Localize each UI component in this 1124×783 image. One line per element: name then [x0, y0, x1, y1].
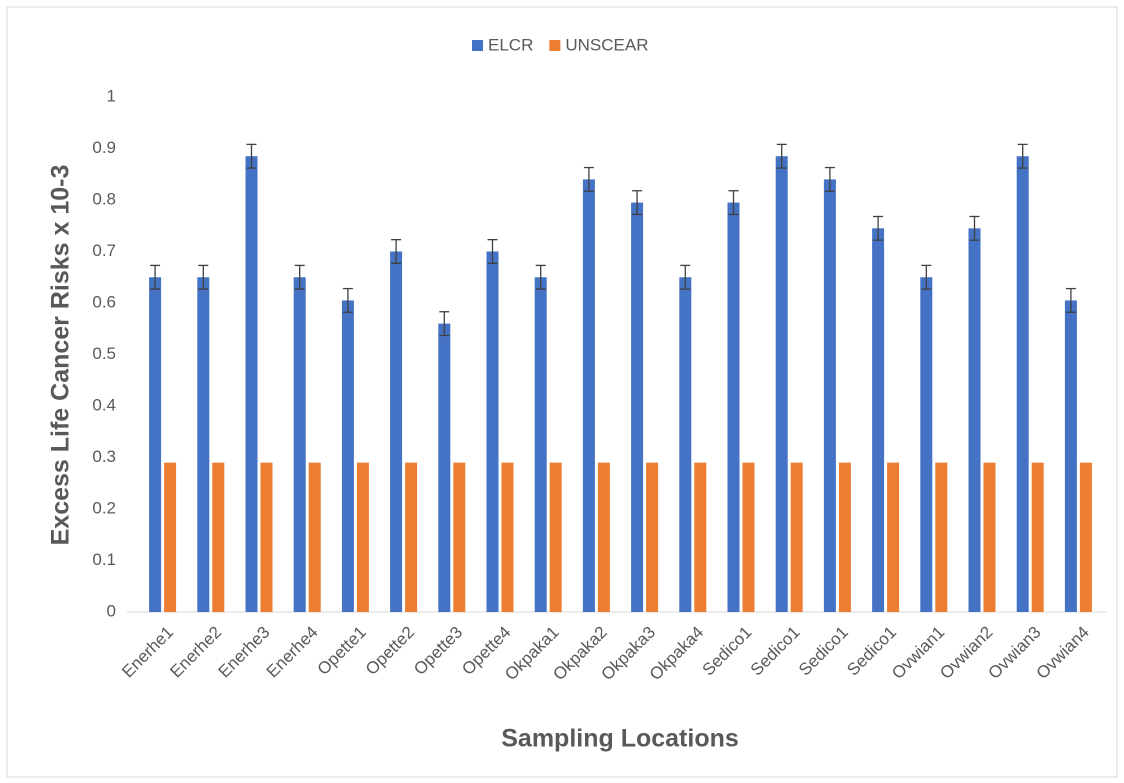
legend-swatch [549, 40, 561, 51]
y-tick-label: 0.7 [92, 241, 116, 260]
bar [501, 462, 514, 612]
y-tick-label: 0.4 [92, 395, 116, 414]
bar [341, 300, 354, 612]
bar [1016, 156, 1029, 612]
bar [534, 277, 547, 612]
bar [149, 277, 162, 612]
error-bar [391, 239, 402, 264]
bar [212, 462, 225, 612]
error-bar [873, 215, 884, 241]
error-bar [198, 264, 209, 290]
bar [646, 462, 659, 612]
y-axis-title: Excess Life Cancer Risks x 10-3 [47, 165, 75, 546]
bar [920, 277, 933, 612]
bar [405, 462, 418, 612]
error-bar [487, 239, 498, 264]
bar [308, 462, 321, 612]
error-bar [439, 311, 450, 337]
error-bar [632, 190, 643, 216]
error-bar [246, 143, 257, 169]
bar [727, 202, 740, 612]
bar [775, 156, 788, 612]
bar [872, 228, 885, 612]
bar [582, 179, 595, 612]
y-tick-label: 0.5 [92, 344, 116, 363]
error-bar [535, 264, 546, 290]
y-tick-label: 0.3 [92, 447, 116, 466]
bar [597, 462, 610, 612]
bar [694, 462, 707, 612]
error-bar [1017, 143, 1028, 169]
bar [1031, 462, 1044, 612]
bar [679, 277, 692, 612]
legend-label: ELCR [488, 35, 533, 54]
error-bar [583, 166, 594, 192]
error-bar [728, 190, 739, 216]
bar [260, 462, 273, 612]
bar [838, 462, 851, 612]
y-tick-label: 0.2 [92, 498, 116, 517]
error-bar [342, 287, 353, 313]
error-bar [921, 264, 932, 290]
legend-swatch [472, 40, 483, 51]
bar [935, 462, 948, 612]
bar [438, 323, 451, 612]
y-tick-label: 1 [107, 86, 116, 105]
bar [887, 462, 900, 612]
bar [245, 156, 258, 612]
legend-label: UNSCEAR [565, 35, 648, 54]
bar [164, 462, 177, 612]
bar [983, 462, 996, 612]
bar [631, 202, 644, 612]
y-tick-label: 0 [107, 601, 116, 620]
bar [293, 277, 306, 612]
bar [390, 251, 403, 612]
bar [356, 462, 369, 612]
bar [453, 462, 466, 612]
bar [823, 179, 836, 612]
bar [1079, 462, 1092, 612]
error-bar [294, 264, 305, 290]
error-bar [969, 215, 980, 241]
bar [742, 462, 755, 612]
y-tick-label: 0.1 [92, 550, 116, 569]
error-bar [824, 166, 835, 192]
bar [1064, 300, 1077, 612]
bar [549, 462, 562, 612]
error-bar [1065, 287, 1076, 313]
bar [968, 228, 981, 612]
bar [486, 251, 499, 612]
bar [197, 277, 210, 612]
x-axis-title: Sampling Locations [501, 725, 739, 753]
error-bar [776, 143, 787, 169]
y-tick-label: 0.6 [92, 292, 116, 311]
bar [790, 462, 803, 612]
error-bar [150, 264, 161, 290]
error-bar [680, 264, 691, 290]
y-tick-label: 0.8 [92, 189, 116, 208]
y-tick-label: 0.9 [92, 138, 116, 157]
